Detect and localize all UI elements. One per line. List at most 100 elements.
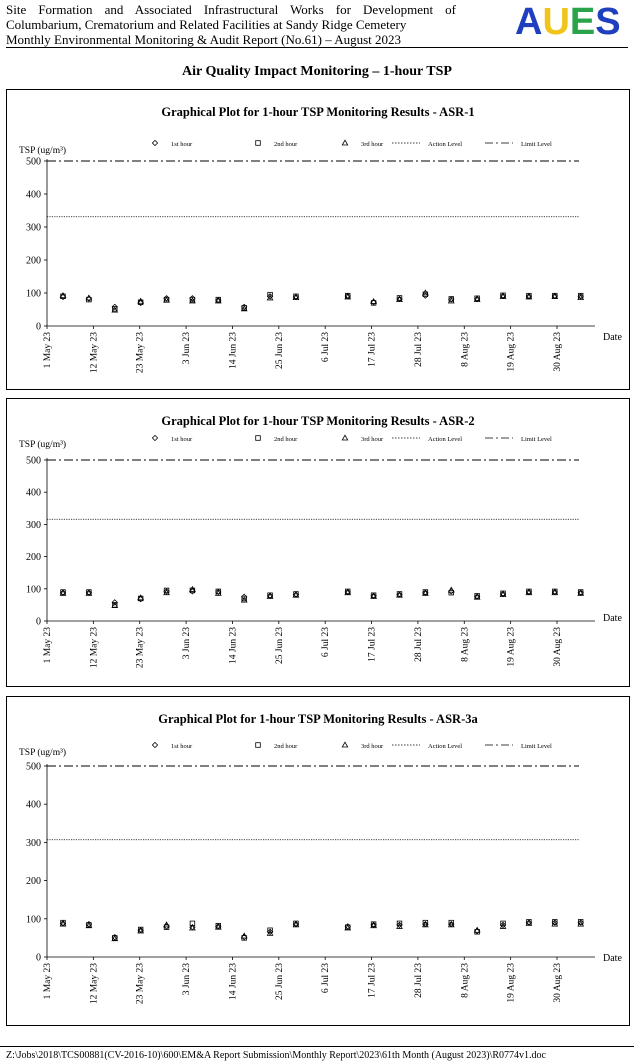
legend-label: 3rd hour <box>361 436 384 443</box>
legend-label: Action Level <box>428 436 462 443</box>
legend-label: Action Level <box>428 743 462 750</box>
legend-label: 1st hour <box>171 743 193 750</box>
data-point <box>293 920 299 927</box>
data-point <box>448 296 455 303</box>
x-tick-label: 30 Aug 23 <box>553 332 563 372</box>
data-point <box>215 588 222 596</box>
legend-marker <box>255 140 261 146</box>
data-point <box>448 296 454 302</box>
data-point <box>240 596 248 603</box>
x-tick-label: 6 Jul 23 <box>321 627 331 657</box>
data-point <box>370 921 377 927</box>
data-point <box>293 293 299 299</box>
x-tick-label: 3 Jun 23 <box>182 963 192 995</box>
data-point <box>215 922 222 929</box>
x-tick-label: 17 Jul 23 <box>368 627 378 662</box>
data-point <box>474 295 480 301</box>
y-tick-label: 400 <box>26 488 41 499</box>
data-point <box>499 922 507 929</box>
data-point <box>163 589 170 596</box>
data-point <box>292 921 300 928</box>
x-axis-label: Date <box>603 613 622 624</box>
x-tick-label: 12 May 23 <box>89 963 99 1004</box>
data-point <box>447 586 455 593</box>
chart-svg: Graphical Plot for 1-hour TSP Monitoring… <box>19 712 622 1004</box>
chart-svg: Graphical Plot for 1-hour TSP Monitoring… <box>19 105 622 373</box>
logo-letter: A <box>515 1 543 43</box>
x-tick-label: 23 May 23 <box>136 963 146 1004</box>
data-point <box>448 919 454 926</box>
data-point <box>551 919 558 926</box>
data-point <box>266 929 274 936</box>
y-tick-label: 400 <box>26 190 41 201</box>
data-point <box>85 589 93 596</box>
x-tick-label: 23 May 23 <box>136 332 146 373</box>
legend-marker <box>151 434 159 442</box>
x-tick-label: 19 Aug 23 <box>507 627 517 667</box>
x-tick-label: 28 Jul 23 <box>414 627 424 662</box>
data-point <box>292 294 300 301</box>
data-point <box>577 292 584 299</box>
chart-panel-asr-2: Graphical Plot for 1-hour TSP Monitoring… <box>6 398 630 687</box>
data-point <box>163 587 170 594</box>
header-line-3: Monthly Environmental Monitoring & Audit… <box>6 32 402 47</box>
chart-svg: Graphical Plot for 1-hour TSP Monitoring… <box>19 414 622 668</box>
data-point <box>189 297 196 304</box>
data-point <box>112 306 118 312</box>
y-axis-label: TSP (ug/m³) <box>19 145 66 156</box>
data-point <box>137 926 144 933</box>
data-point <box>473 926 481 933</box>
x-tick-label: 28 Jul 23 <box>414 963 424 998</box>
data-point <box>137 297 145 304</box>
x-tick-label: 14 Jun 23 <box>228 963 238 1000</box>
chart-panel-asr-3a: Graphical Plot for 1-hour TSP Monitoring… <box>6 696 630 1026</box>
y-tick-label: 0 <box>36 953 41 964</box>
chart-panel-asr-1: Graphical Plot for 1-hour TSP Monitoring… <box>6 89 630 390</box>
data-point <box>241 595 247 602</box>
x-tick-label: 14 Jun 23 <box>228 332 238 369</box>
data-point <box>473 593 481 600</box>
data-point <box>266 928 274 935</box>
legend-label: Limit Level <box>521 141 552 148</box>
logo-letter: U <box>542 1 570 43</box>
data-point <box>370 297 377 304</box>
legend-label: 2nd hour <box>274 743 298 750</box>
data-point <box>59 920 67 927</box>
footer-path: Z:\Jobs\2018\TCS00881(CV-2016-10)\600\EM… <box>6 1050 546 1061</box>
y-tick-label: 500 <box>26 456 41 467</box>
logo-letter: S <box>595 1 621 43</box>
data-point <box>499 921 507 929</box>
data-point <box>447 921 455 928</box>
data-point <box>111 306 119 313</box>
data-point <box>240 932 248 939</box>
x-tick-label: 3 Jun 23 <box>182 627 192 659</box>
data-point <box>396 295 403 301</box>
data-point <box>344 923 351 930</box>
x-tick-label: 3 Jun 23 <box>182 332 192 364</box>
y-tick-label: 200 <box>26 876 41 887</box>
x-tick-label: 28 Jul 23 <box>414 332 424 367</box>
legend-marker <box>255 435 261 441</box>
x-tick-label: 14 Jun 23 <box>228 627 238 664</box>
data-point <box>111 599 118 606</box>
data-point <box>448 589 454 596</box>
header-line-1: Site Formation and Associated Infrastruc… <box>6 2 456 17</box>
data-point <box>499 590 507 597</box>
data-point <box>163 921 170 928</box>
y-tick-label: 500 <box>26 762 41 773</box>
data-point <box>422 919 429 926</box>
data-point <box>525 589 533 596</box>
legend-label: Limit Level <box>521 436 552 443</box>
data-point <box>267 927 273 933</box>
data-point <box>292 591 300 598</box>
legend-marker <box>151 139 159 147</box>
data-point <box>577 294 585 301</box>
y-axis-label: TSP (ug/m³) <box>19 747 66 758</box>
data-point <box>552 919 558 925</box>
data-point <box>266 294 274 301</box>
data-point <box>500 920 506 927</box>
y-tick-label: 300 <box>26 838 41 849</box>
data-point <box>448 588 455 595</box>
logo-letter: E <box>569 1 596 43</box>
data-point <box>344 293 352 300</box>
